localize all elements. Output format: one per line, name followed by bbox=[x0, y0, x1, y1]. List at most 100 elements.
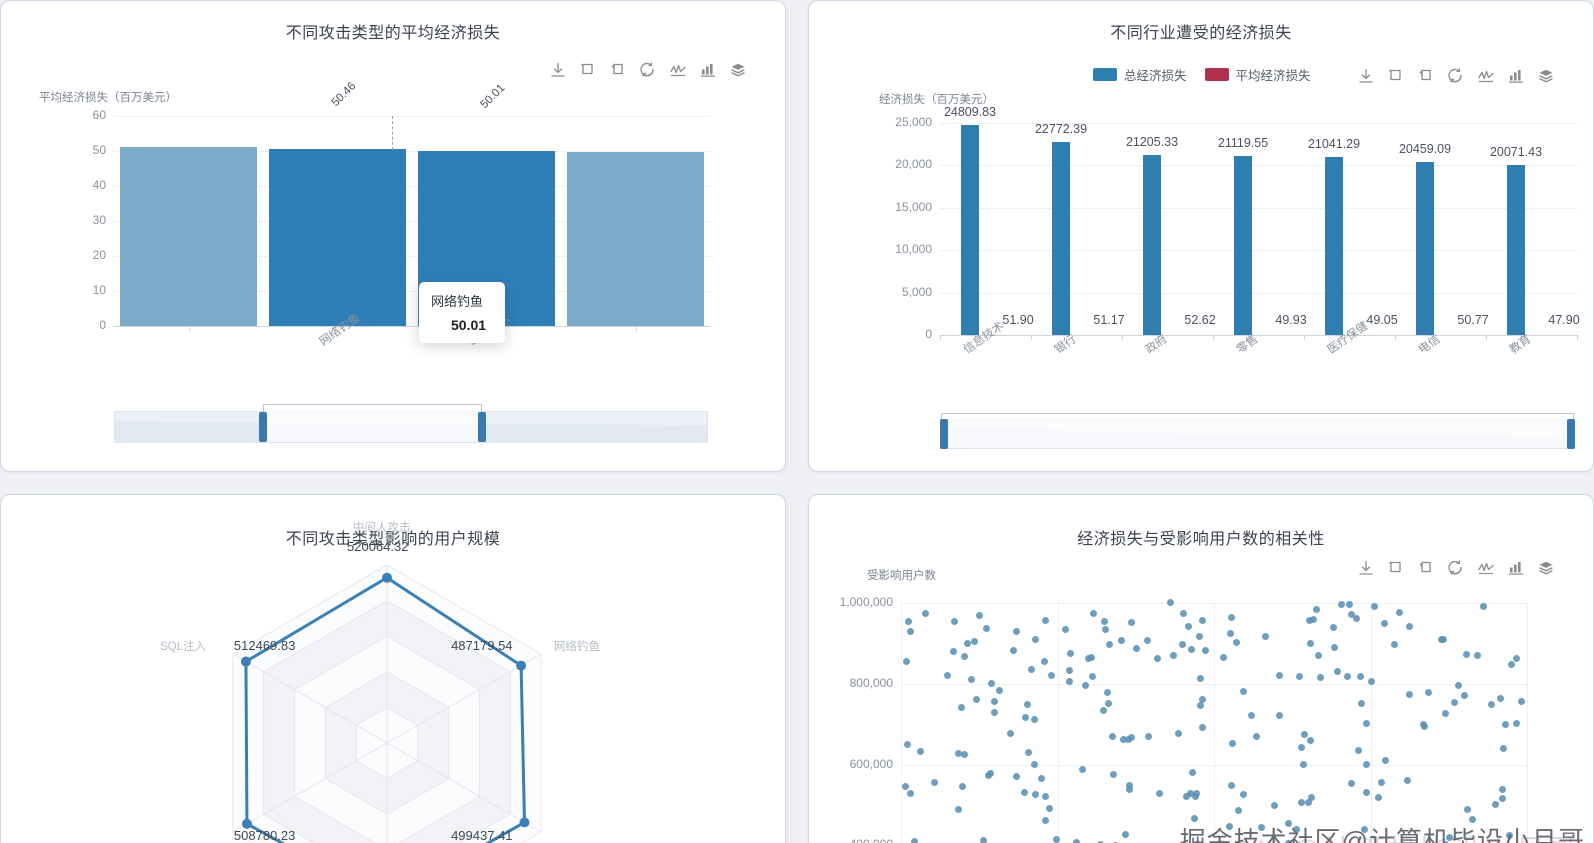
scatter-point[interactable] bbox=[991, 697, 999, 705]
bar[interactable] bbox=[268, 149, 407, 326]
stack-icon[interactable] bbox=[1537, 559, 1555, 577]
scatter-point[interactable] bbox=[987, 680, 995, 688]
scatter-point[interactable] bbox=[1232, 638, 1240, 646]
scatter-point[interactable] bbox=[1284, 820, 1292, 828]
scatter-point[interactable] bbox=[1227, 782, 1235, 790]
bar-total-loss[interactable] bbox=[1143, 155, 1162, 335]
scatter-point[interactable] bbox=[1166, 599, 1174, 607]
datazoom-icon[interactable] bbox=[1387, 559, 1405, 577]
scatter-point[interactable] bbox=[1343, 673, 1351, 681]
scatter-point[interactable] bbox=[1240, 790, 1248, 798]
scatter-point[interactable] bbox=[1174, 729, 1182, 737]
scatter-point[interactable] bbox=[1316, 673, 1324, 681]
scatter-point[interactable] bbox=[943, 672, 951, 680]
datazoom-icon[interactable] bbox=[579, 61, 597, 79]
scatter-point[interactable] bbox=[1103, 688, 1111, 696]
scatter-point[interactable] bbox=[1468, 815, 1476, 823]
scatter-point[interactable] bbox=[1118, 637, 1126, 645]
scatter-point[interactable] bbox=[1027, 665, 1035, 673]
scatter-point[interactable] bbox=[970, 637, 978, 645]
scatter-point[interactable] bbox=[1127, 734, 1135, 742]
scatter-point[interactable] bbox=[1347, 780, 1355, 788]
scatter-point[interactable] bbox=[980, 836, 988, 843]
chart-toolbox[interactable] bbox=[549, 61, 747, 79]
scatter-point[interactable] bbox=[1499, 795, 1507, 803]
scatter-point[interactable] bbox=[1381, 620, 1389, 628]
radar-data-point[interactable] bbox=[382, 572, 392, 583]
scatter-point[interactable] bbox=[1361, 826, 1368, 834]
scatter-point[interactable] bbox=[1191, 815, 1199, 823]
scatter-point[interactable] bbox=[1462, 650, 1470, 658]
scatter-point[interactable] bbox=[1180, 610, 1188, 618]
scatter-point[interactable] bbox=[1041, 616, 1049, 624]
scatter-point[interactable] bbox=[950, 648, 958, 656]
scatter-point[interactable] bbox=[1474, 651, 1482, 659]
scatter-point[interactable] bbox=[1199, 696, 1207, 704]
scatter-point[interactable] bbox=[1480, 602, 1488, 610]
scatter-point[interactable] bbox=[1097, 841, 1105, 843]
scatter-point[interactable] bbox=[1090, 610, 1097, 618]
scatter-point[interactable] bbox=[1169, 652, 1177, 660]
scatter-point[interactable] bbox=[1439, 635, 1447, 643]
scatter-point[interactable] bbox=[1305, 799, 1313, 807]
bar-chart-icon[interactable] bbox=[699, 61, 717, 79]
scatter-point[interactable] bbox=[1031, 760, 1039, 768]
scatter-point[interactable] bbox=[1032, 635, 1040, 643]
scatter-point[interactable] bbox=[1081, 682, 1089, 690]
scatter-point[interactable] bbox=[1284, 840, 1292, 843]
bar-total-loss[interactable] bbox=[1416, 161, 1435, 335]
scatter-point[interactable] bbox=[1228, 613, 1236, 621]
scatter-point[interactable] bbox=[1461, 692, 1469, 699]
scatter-point[interactable] bbox=[1031, 791, 1039, 799]
chart-toolbox[interactable] bbox=[1357, 559, 1555, 577]
scatter-point[interactable] bbox=[1220, 654, 1228, 662]
datazoom-reset-icon[interactable] bbox=[1417, 559, 1435, 577]
scatter-point[interactable] bbox=[931, 779, 939, 787]
bar[interactable] bbox=[566, 152, 705, 326]
datazoom-handle-right[interactable] bbox=[478, 412, 487, 442]
scatter-point[interactable] bbox=[1105, 700, 1113, 708]
scatter-point[interactable] bbox=[1275, 711, 1283, 719]
scatter-point[interactable] bbox=[1110, 770, 1118, 778]
bar-chart-icon[interactable] bbox=[1507, 67, 1525, 85]
scatter-point[interactable] bbox=[1020, 789, 1028, 797]
legend-item-total-loss[interactable]: 总经济损失 bbox=[1093, 65, 1187, 84]
scatter-point[interactable] bbox=[1374, 794, 1382, 802]
scatter-point[interactable] bbox=[1188, 768, 1196, 776]
bar-total-loss[interactable] bbox=[1052, 141, 1071, 335]
scatter-point[interactable] bbox=[1253, 733, 1261, 741]
scatter-point[interactable] bbox=[1183, 793, 1191, 801]
scatter-point[interactable] bbox=[1308, 794, 1316, 802]
scatter-point[interactable] bbox=[996, 687, 1004, 695]
scatter-point[interactable] bbox=[1065, 677, 1073, 685]
scatter-point[interactable] bbox=[1512, 654, 1520, 662]
scatter-point[interactable] bbox=[1226, 822, 1234, 830]
scatter-point[interactable] bbox=[1358, 700, 1366, 708]
scatter-point[interactable] bbox=[1329, 623, 1337, 631]
scatter-point[interactable] bbox=[1079, 766, 1087, 774]
scatter-point[interactable] bbox=[905, 618, 913, 626]
save-image-icon[interactable] bbox=[1357, 67, 1375, 85]
scatter-point[interactable] bbox=[1185, 622, 1193, 630]
scatter-point[interactable] bbox=[1133, 644, 1141, 652]
scatter-point[interactable] bbox=[1367, 677, 1375, 685]
chart-legend[interactable]: 总经济损失 平均经济损失 bbox=[1093, 65, 1311, 84]
scatter-point[interactable] bbox=[1363, 789, 1371, 797]
scatter-point[interactable] bbox=[1046, 805, 1054, 813]
scatter-point[interactable] bbox=[955, 750, 963, 758]
scatter-point[interactable] bbox=[1227, 629, 1235, 637]
scatter-point[interactable] bbox=[1066, 649, 1074, 657]
save-image-icon[interactable] bbox=[549, 61, 567, 79]
scatter-point[interactable] bbox=[1202, 646, 1210, 654]
restore-icon[interactable] bbox=[1447, 67, 1465, 85]
scatter-point[interactable] bbox=[1239, 688, 1247, 696]
scatter-point[interactable] bbox=[1442, 710, 1450, 717]
scatter-point[interactable] bbox=[1105, 640, 1113, 648]
datazoom-reset-icon[interactable] bbox=[1417, 67, 1435, 85]
scatter-point[interactable] bbox=[922, 609, 930, 617]
scatter-point[interactable] bbox=[1193, 841, 1201, 843]
scatter-point[interactable] bbox=[1390, 640, 1398, 648]
line-chart-icon[interactable] bbox=[669, 61, 687, 79]
scatter-point[interactable] bbox=[1306, 616, 1314, 624]
scatter-point[interactable] bbox=[1442, 840, 1450, 843]
